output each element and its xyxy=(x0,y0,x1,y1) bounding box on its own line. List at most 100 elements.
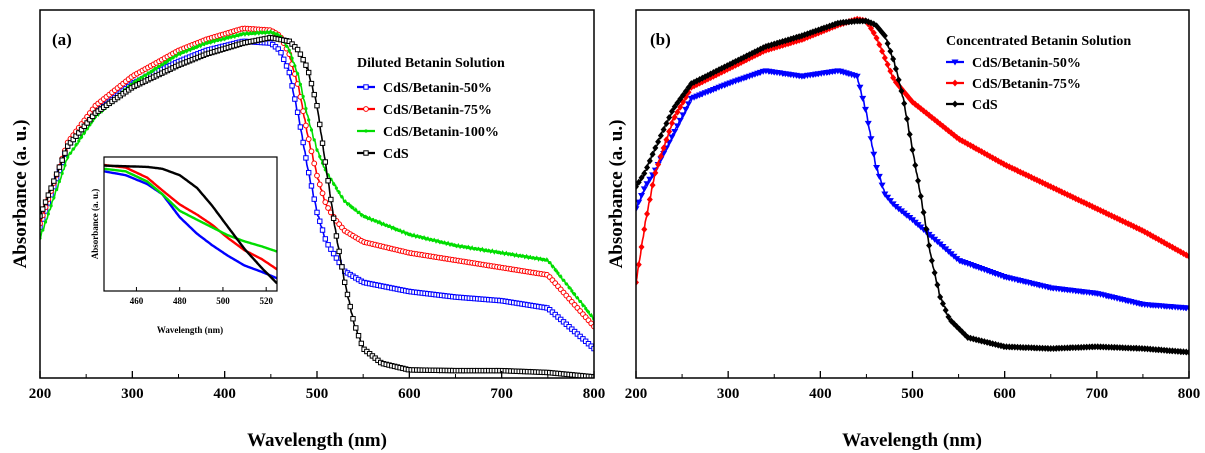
data-point-cds-betanin-50 xyxy=(640,186,648,193)
data-point-cds xyxy=(87,116,93,123)
data-point-cds-betanin-50 xyxy=(875,173,883,180)
data-point-cds-betanin-100 xyxy=(193,45,197,50)
data-point-cds-betanin-100 xyxy=(531,256,535,260)
data-point-cds-betanin-50 xyxy=(311,196,317,202)
data-point-cds xyxy=(657,132,664,140)
data-point-cds xyxy=(317,121,323,128)
data-point-cds-betanin-100 xyxy=(415,234,419,238)
x-tick-label: 500 xyxy=(306,386,329,402)
data-point-cds-betanin-100 xyxy=(168,57,172,62)
data-point-cds-betanin-100 xyxy=(60,171,64,175)
data-point-cds-betanin-100 xyxy=(545,258,549,262)
data-point-cds-betanin-50 xyxy=(275,46,281,52)
data-point-cds xyxy=(339,264,345,270)
data-point-cds-betanin-100 xyxy=(201,42,206,46)
data-point-cds-betanin-50 xyxy=(873,165,881,172)
data-point-cds-betanin-50 xyxy=(859,95,867,102)
y-axis-label-b: Absorbance (a. u.) xyxy=(606,120,627,269)
data-point-cds-betanin-100 xyxy=(404,231,408,235)
x-tick-label: 800 xyxy=(583,386,606,402)
data-point-cds xyxy=(45,192,52,198)
legend-entries-b: CdS/Betanin-50% CdS/Betanin-75% CdS xyxy=(946,56,1081,113)
data-point-cds xyxy=(934,281,941,289)
data-point-cds-betanin-100 xyxy=(187,48,192,52)
data-point-cds-betanin-100 xyxy=(434,239,438,243)
x-tick-label: 800 xyxy=(1178,386,1201,402)
data-point-cds xyxy=(917,192,924,200)
chart-panel-a: 200 300 400 500 600 700 800 Wavelength (nm) Ab… xyxy=(10,9,606,451)
data-point-cds-betanin-100 xyxy=(589,313,593,318)
data-point-cds xyxy=(892,65,899,73)
data-point-cds-betanin-50 xyxy=(864,120,872,127)
x-axis-ticks-a: 200 300 400 500 600 700 800 xyxy=(29,371,606,402)
x-tick-label: 400 xyxy=(809,386,832,402)
data-point-cds-betanin-100 xyxy=(257,31,261,35)
data-point-cds-betanin-100 xyxy=(210,40,214,44)
legend-title-a: Diluted Betanin Solution xyxy=(357,56,505,71)
data-point-cds-betanin-50 xyxy=(40,224,43,230)
legend-marker xyxy=(951,59,959,66)
data-point-cds-betanin-75 xyxy=(636,261,642,269)
data-point-cds-betanin-50 xyxy=(283,63,290,69)
legend-entry-cds-betanin-50: CdS/Betanin-50% xyxy=(357,81,492,96)
data-point-cds-betanin-50 xyxy=(292,96,298,102)
data-point-cds xyxy=(300,56,306,63)
series-cds-betanin-50 xyxy=(636,68,1189,312)
data-point-cds-betanin-100 xyxy=(268,30,272,34)
data-point-cds-betanin-100 xyxy=(559,275,563,279)
data-point-cds xyxy=(48,185,54,191)
data-point-cds-betanin-100 xyxy=(149,70,153,74)
data-point-cds-betanin-75 xyxy=(677,103,684,111)
data-point-cds-betanin-50 xyxy=(682,106,690,113)
data-point-cds-betanin-100 xyxy=(578,299,582,304)
data-point-cds-betanin-100 xyxy=(146,71,150,76)
data-point-cds xyxy=(923,225,930,233)
inset-x-axis-label: Wavelength (nm) xyxy=(157,325,223,335)
data-point-cds-betanin-100 xyxy=(199,43,203,47)
data-point-cds-betanin-100 xyxy=(63,163,67,167)
data-point-cds-betanin-100 xyxy=(66,155,70,159)
data-point-cds xyxy=(677,95,684,103)
inset-x-tick-label: 500 xyxy=(216,296,230,306)
data-point-cds-betanin-100 xyxy=(55,187,59,192)
data-point-cds-betanin-100 xyxy=(373,219,377,223)
data-point-cds-betanin-100 xyxy=(207,40,211,45)
data-point-cds xyxy=(912,161,919,169)
data-point-cds-betanin-100 xyxy=(500,251,505,255)
data-point-cds-betanin-100 xyxy=(154,66,158,70)
data-point-cds-betanin-100 xyxy=(561,278,566,282)
data-point-cds xyxy=(297,51,304,57)
data-point-cds-betanin-100 xyxy=(492,250,496,254)
data-point-cds xyxy=(939,300,946,308)
data-point-cds xyxy=(89,113,96,120)
data-point-cds xyxy=(342,279,348,286)
data-point-cds-betanin-100 xyxy=(271,31,275,35)
data-point-cds-betanin-100 xyxy=(464,245,469,249)
data-point-cds-betanin-50 xyxy=(1185,305,1189,312)
data-point-cds-betanin-100 xyxy=(387,224,391,228)
series-cds xyxy=(40,34,594,378)
data-point-cds-betanin-75 xyxy=(322,199,329,205)
data-point-cds-betanin-75 xyxy=(870,29,877,37)
data-point-cds xyxy=(40,206,46,212)
data-point-cds-betanin-100 xyxy=(140,75,145,79)
data-point-cds-betanin-50 xyxy=(886,198,894,205)
legend-marker xyxy=(952,100,958,108)
data-point-cds-betanin-100 xyxy=(381,222,386,226)
data-point-cds-betanin-50 xyxy=(884,194,892,201)
data-point-cds-betanin-100 xyxy=(412,233,416,238)
data-point-cds xyxy=(328,196,334,203)
data-point-cds-betanin-100 xyxy=(307,118,311,122)
data-point-cds-betanin-75 xyxy=(876,41,883,49)
data-point-cds-betanin-75 xyxy=(308,148,315,155)
data-point-cds-betanin-75 xyxy=(305,136,312,143)
data-point-cds xyxy=(909,146,916,154)
data-point-cds-betanin-50 xyxy=(861,106,869,113)
data-point-cds-betanin-100 xyxy=(243,32,247,36)
data-point-cds-betanin-50 xyxy=(303,155,309,161)
data-point-cds-betanin-100 xyxy=(437,239,441,244)
data-point-cds xyxy=(305,69,312,76)
data-point-cds-betanin-100 xyxy=(345,201,350,206)
inset-frame xyxy=(103,156,278,292)
y-axis-label-a: Absorbance (a. u.) xyxy=(10,120,31,269)
